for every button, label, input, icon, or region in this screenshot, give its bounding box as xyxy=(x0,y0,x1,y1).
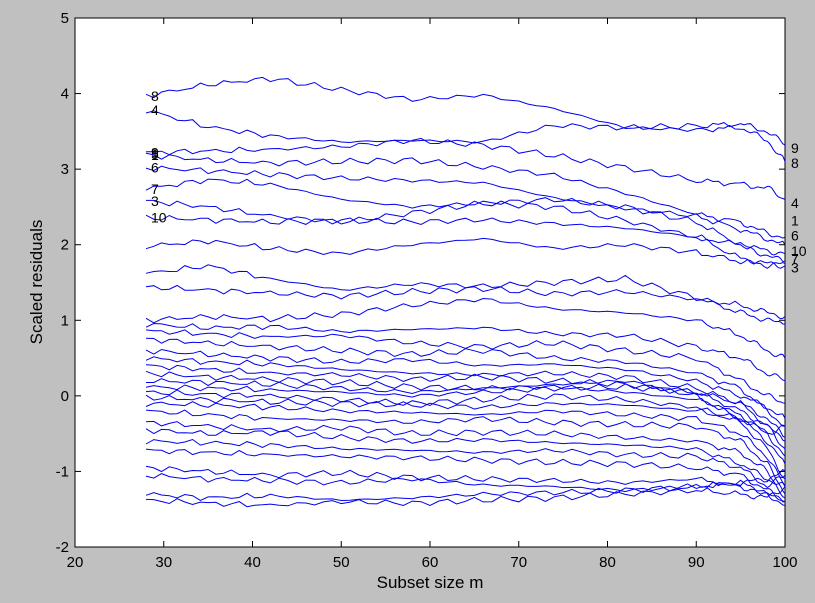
residual-line xyxy=(145,297,786,359)
right-unit-label: 1 xyxy=(791,213,799,229)
residual-line xyxy=(145,394,786,435)
residual-line xyxy=(145,178,786,263)
x-tick-label: 40 xyxy=(244,554,261,571)
right-unit-label: 4 xyxy=(791,195,799,211)
y-axis-label: Scaled residuals xyxy=(27,220,46,345)
y-tick-label: 5 xyxy=(61,10,69,27)
right-unit-label: 9 xyxy=(791,140,799,156)
residual-line xyxy=(145,329,786,404)
residual-line xyxy=(145,348,786,419)
residual-line xyxy=(146,137,786,200)
residual-line xyxy=(145,264,786,325)
x-tick-label: 20 xyxy=(67,554,84,571)
right-unit-label: 7 xyxy=(791,250,799,266)
x-tick-label: 80 xyxy=(599,554,616,571)
residual-line xyxy=(145,110,786,146)
series-group xyxy=(145,76,786,508)
plot-area xyxy=(74,17,786,548)
x-tick-label: 60 xyxy=(422,554,439,571)
left-unit-label: 10 xyxy=(151,210,167,226)
left-unit-label: 1 xyxy=(151,147,159,163)
residual-line xyxy=(145,322,786,382)
right-unit-label: 8 xyxy=(791,155,799,171)
x-axis-label: Subset size m xyxy=(377,573,484,592)
residual-line xyxy=(145,486,786,508)
residual-line xyxy=(146,199,786,269)
residual-line xyxy=(146,378,786,465)
right-unit-label: 10 xyxy=(791,243,807,259)
residual-line xyxy=(145,409,786,495)
y-tick-label: 0 xyxy=(61,388,69,405)
residual-line xyxy=(145,284,786,320)
x-tick-label: 30 xyxy=(155,554,172,571)
left-unit-label: 4 xyxy=(151,102,159,118)
residual-line xyxy=(145,76,786,162)
x-tick-label: 70 xyxy=(510,554,527,571)
residual-line xyxy=(145,389,786,480)
x-tick-label: 50 xyxy=(333,554,350,571)
residual-line xyxy=(145,337,785,427)
x-tick-label: 100 xyxy=(772,554,797,571)
left-unit-label: 5 xyxy=(151,146,159,162)
y-tick-label: 2 xyxy=(61,237,69,254)
residual-line xyxy=(145,438,786,489)
y-tick-label: -1 xyxy=(56,463,69,480)
residual-line xyxy=(145,428,786,487)
residual-line xyxy=(145,364,786,450)
left-unit-label: 6 xyxy=(151,160,159,176)
left-unit-label: 9 xyxy=(151,145,159,161)
residual-line xyxy=(145,468,786,493)
residual-line xyxy=(145,237,786,269)
y-tick-label: -2 xyxy=(56,539,69,556)
right-unit-label: 6 xyxy=(791,228,799,244)
left-unit-label: 8 xyxy=(151,88,159,104)
residual-line xyxy=(145,165,786,245)
left-unit-label: 3 xyxy=(151,193,159,209)
residual-line xyxy=(145,214,786,256)
y-tick-label: 1 xyxy=(61,312,69,329)
residual-line xyxy=(145,465,786,506)
residual-line xyxy=(145,152,786,239)
left-unit-label: 7 xyxy=(151,181,159,197)
residual-line xyxy=(145,420,786,499)
residual-line xyxy=(145,401,786,487)
axis-ticks: 20 30 40 50 60 70 80 90 100 -2 -1 0 1 2 3 4 5 xyxy=(56,10,798,571)
x-tick-label: 90 xyxy=(688,554,705,571)
residual-line xyxy=(145,479,786,503)
right-unit-label: 3 xyxy=(791,259,799,275)
y-tick-label: 3 xyxy=(61,161,69,178)
residual-line xyxy=(145,448,786,503)
y-tick-label: 4 xyxy=(61,86,69,103)
residual-line xyxy=(145,383,786,442)
